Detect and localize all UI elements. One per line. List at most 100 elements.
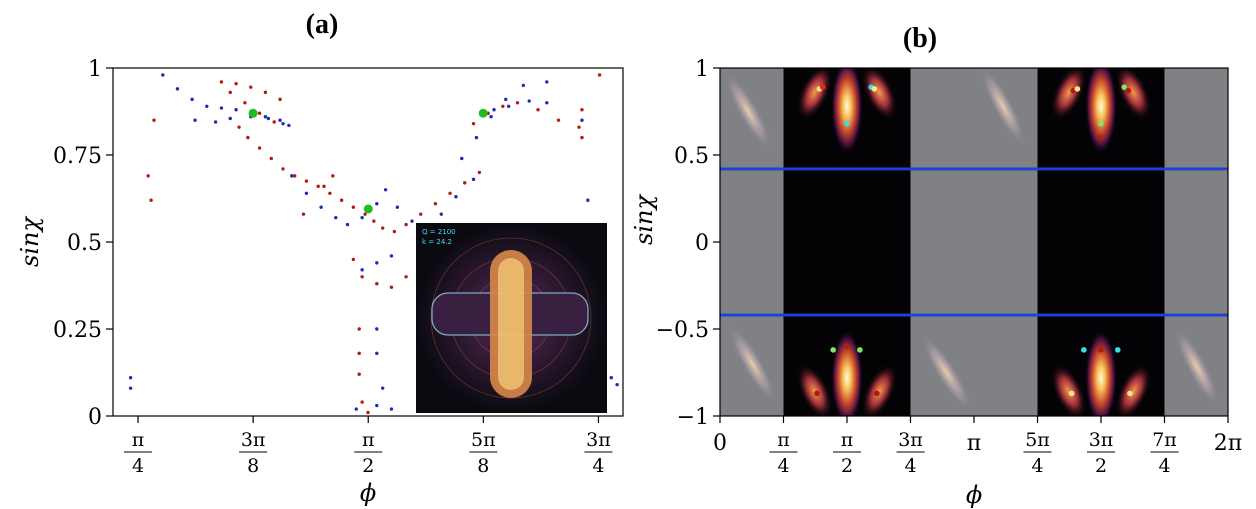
blue-point — [375, 351, 379, 356]
red-point — [146, 174, 150, 178]
blue-point — [389, 254, 394, 258]
red-point — [316, 184, 320, 189]
x-tick-label: 7π — [1152, 429, 1177, 451]
mode-point — [1098, 120, 1104, 127]
x-tick-label: π — [362, 429, 375, 451]
blue-point — [205, 104, 209, 108]
x-tick-label: 4 — [904, 455, 916, 477]
panel-b: 0 π 4 π 2 3π 4 π 5π 4 3π 2 7π 4 2π 1 0.5 0 −0.5 −1 ϕ sinχ — [630, 57, 1242, 509]
red-point — [360, 275, 364, 279]
mode-point — [1114, 347, 1121, 353]
crossing-marker — [363, 204, 373, 214]
red-point — [392, 229, 397, 234]
x-tick-label: π — [777, 429, 790, 451]
red-point — [389, 285, 394, 289]
y-tick-label: 0 — [88, 405, 102, 430]
blue-point — [375, 327, 379, 331]
red-point — [257, 111, 262, 115]
x-axis-label-b: ϕ — [966, 481, 982, 509]
red-point — [293, 174, 297, 178]
x-tick-label: 3π — [586, 429, 611, 451]
blue-point — [354, 407, 358, 411]
red-point — [577, 125, 581, 129]
red-point — [281, 167, 285, 171]
intensity-blob — [1085, 329, 1117, 416]
blue-point — [190, 97, 194, 102]
y-tick-label: 0 — [695, 231, 709, 256]
blue-point — [580, 118, 584, 122]
red-point — [278, 97, 282, 102]
mode-point — [830, 347, 836, 353]
red-point — [404, 222, 408, 227]
blue-point — [615, 382, 619, 387]
blue-point — [334, 215, 338, 220]
crossing-marker — [478, 108, 488, 118]
blue-point — [395, 205, 400, 209]
red-point — [246, 135, 250, 140]
mode-point — [1127, 390, 1133, 397]
red-point — [272, 120, 276, 124]
blue-point — [128, 376, 133, 380]
blue-point — [545, 80, 549, 84]
panel-b-label: (b) — [903, 23, 937, 54]
blue-point — [609, 376, 613, 380]
mode-point — [1125, 87, 1132, 94]
red-point — [228, 90, 232, 95]
red-point — [249, 85, 253, 89]
red-point — [477, 170, 482, 175]
y-tick-label: 0.5 — [67, 231, 102, 256]
red-point — [149, 198, 153, 202]
x-tick-label: 2 — [841, 455, 853, 477]
blue-point — [504, 97, 508, 102]
x-tick-label: 8 — [247, 455, 259, 477]
blue-point — [360, 215, 364, 220]
y-tick-label: −0.5 — [656, 318, 709, 343]
inset-k-label: k = 24.2 — [422, 238, 452, 246]
x-tick-label: 2 — [362, 455, 374, 477]
red-point — [263, 90, 268, 95]
x-tick-label: π — [132, 429, 145, 451]
intensity-blob — [921, 333, 972, 412]
blue-point — [128, 386, 133, 390]
red-point — [301, 212, 306, 216]
red-point — [363, 212, 367, 216]
blue-point — [193, 118, 197, 122]
x-tick-label: 4 — [1158, 455, 1170, 477]
blue-point — [219, 106, 224, 110]
blue-point — [383, 188, 388, 192]
blue-point — [506, 104, 511, 108]
blue-point — [439, 212, 443, 216]
red-point — [380, 226, 385, 230]
red-point — [331, 174, 335, 178]
blue-point — [474, 135, 479, 140]
x-tick-label: π — [841, 429, 854, 451]
red-point — [556, 118, 561, 122]
mode-point — [871, 86, 878, 92]
x-tick-label: 5π — [1025, 429, 1050, 451]
mode-point — [844, 343, 850, 350]
blue-point — [492, 108, 496, 112]
blue-point — [460, 156, 464, 161]
blue-point — [545, 101, 549, 105]
panel-a-label: (a) — [306, 9, 339, 40]
y-tick-label: 1 — [695, 57, 709, 82]
intensity-blob — [831, 68, 863, 155]
blue-point — [375, 403, 379, 408]
x-tick-label: 5π — [471, 429, 496, 451]
red-point — [304, 179, 309, 183]
red-point — [597, 73, 602, 77]
y-tick-label: 1 — [88, 57, 102, 82]
blue-point — [287, 123, 291, 128]
red-point — [357, 327, 361, 331]
blue-point — [586, 198, 590, 202]
blue-point — [389, 407, 394, 411]
red-point — [404, 275, 408, 279]
red-point — [219, 80, 224, 84]
mode-point — [1074, 86, 1081, 92]
mode-point — [857, 347, 863, 353]
red-point — [515, 101, 520, 105]
intensity-blob — [861, 68, 898, 121]
blue-point — [380, 386, 385, 390]
x-tick-label: π — [967, 431, 981, 456]
